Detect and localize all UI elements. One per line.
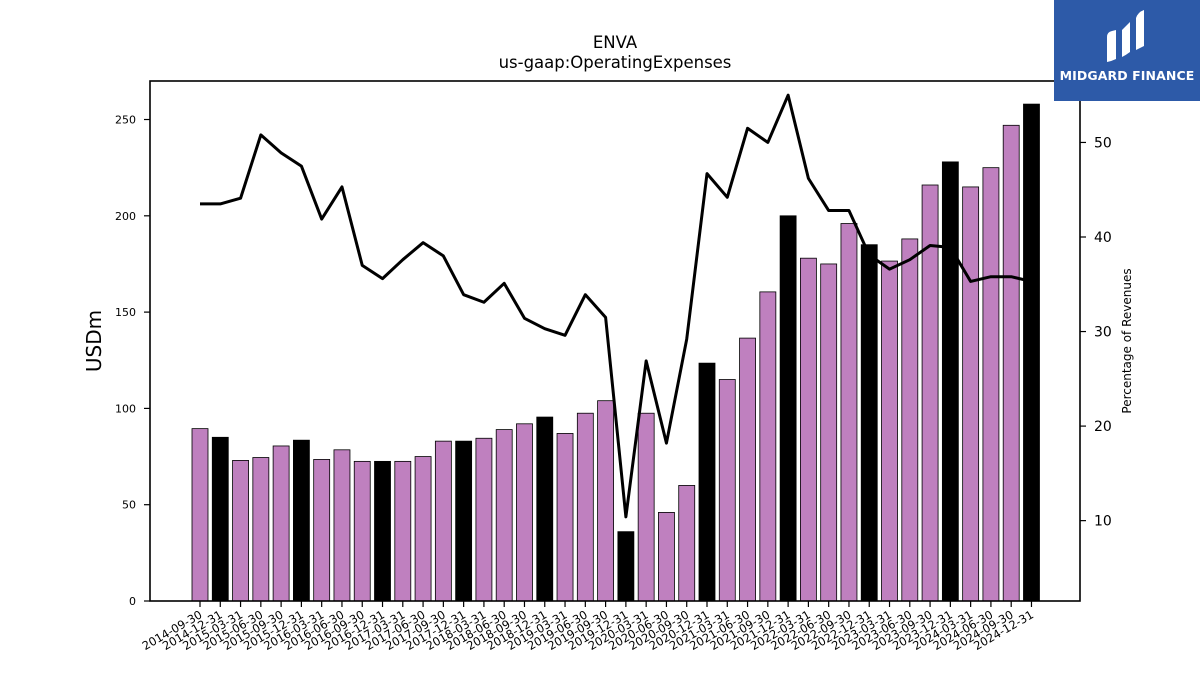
bar (292, 439, 310, 602)
bar (232, 460, 249, 602)
y2-tick-label: 40 (1094, 230, 1112, 246)
bar (597, 400, 614, 602)
y-tick-label: 50 (122, 499, 136, 512)
bar (414, 456, 432, 602)
plot-frame (149, 80, 1081, 602)
bar (394, 460, 412, 602)
y2-axis-label: Percentage of Revenues (1120, 268, 1134, 413)
bar (1023, 103, 1040, 602)
brand-logo: MIDGARD FINANCE (1054, 0, 1200, 101)
bar (698, 362, 716, 602)
bar (658, 512, 675, 602)
bar (840, 223, 858, 602)
chart-subtitle: us-gaap:OperatingExpenses (499, 53, 732, 72)
bar (556, 433, 574, 602)
bar (576, 412, 594, 602)
y-tick-label: 150 (115, 306, 136, 319)
y-tick-label: 250 (115, 114, 136, 127)
y-tick-label: 0 (129, 595, 136, 608)
bar (718, 379, 736, 602)
bar (353, 460, 371, 602)
bar (739, 337, 756, 602)
y2-tick-label: 30 (1094, 325, 1112, 341)
bar (637, 412, 655, 602)
y2-tick-label: 20 (1094, 419, 1112, 435)
bar (313, 459, 331, 602)
y-tick-label: 100 (115, 402, 136, 415)
bar (333, 449, 351, 602)
bar (211, 436, 229, 602)
chart-title: ENVA (593, 33, 638, 52)
bar (982, 167, 1000, 602)
bar (191, 428, 209, 602)
bar (678, 485, 696, 602)
bar (962, 186, 980, 602)
bar (434, 440, 452, 602)
bar (272, 445, 290, 602)
bar (800, 257, 817, 602)
y-axis-label: USDm (82, 310, 106, 372)
bar (759, 291, 777, 602)
bar (536, 416, 554, 602)
midgard-mark-icon (1107, 10, 1144, 62)
y-tick-label: 200 (115, 210, 136, 223)
bar (860, 244, 878, 602)
y2-tick-label: 50 (1094, 135, 1112, 151)
bar (475, 437, 493, 602)
y2-tick-label: 10 (1094, 514, 1112, 530)
bar (495, 429, 513, 602)
bar (901, 238, 919, 602)
bar (516, 423, 533, 602)
bar (374, 460, 391, 602)
bar (1002, 124, 1020, 602)
bar (455, 440, 473, 602)
bar (820, 263, 838, 602)
bar (252, 457, 270, 602)
series-line (200, 93, 1032, 519)
bar (779, 215, 797, 602)
bar (617, 531, 635, 602)
brand-logo-text: MIDGARD FINANCE (1059, 68, 1195, 83)
bar (941, 161, 959, 602)
bar (881, 260, 898, 602)
